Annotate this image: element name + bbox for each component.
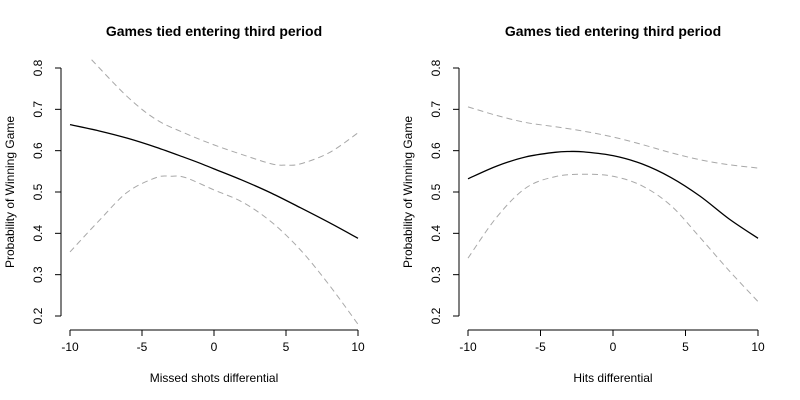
y-tick-label: 0.5	[31, 183, 45, 200]
x-tick-label: 0	[211, 340, 218, 354]
lower-ci-line	[69, 175, 359, 325]
x-axis-label: Hits differential	[573, 371, 652, 385]
y-tick-label: 0.8	[429, 59, 443, 76]
x-tick-label: -10	[61, 340, 79, 354]
chart-panel-missed-shots: Games tied entering third period Missed …	[3, 23, 365, 385]
y-tick-label: 0.4	[31, 225, 45, 242]
y-tick-label: 0.2	[31, 307, 45, 324]
y-tick-label: 0.5	[429, 183, 443, 200]
y-axis-label: Probability of Winning Game	[401, 116, 415, 268]
chart-title: Games tied entering third period	[106, 23, 322, 39]
y-tick-label: 0.6	[31, 142, 45, 159]
upper-ci-line	[467, 106, 759, 169]
y-tick-label: 0.3	[429, 266, 443, 283]
lower-ci-line	[467, 173, 759, 302]
chart-panel-hits: Games tied entering third period Hits di…	[401, 23, 765, 385]
y-tick-label: 0.7	[31, 101, 45, 118]
y-axis-label: Probability of Winning Game	[3, 116, 17, 268]
chart-title: Games tied entering third period	[505, 23, 721, 39]
x-tick-label: -5	[535, 340, 546, 354]
x-tick-label: 10	[351, 340, 365, 354]
x-tick-label: 5	[682, 340, 689, 354]
x-tick-label: 10	[751, 340, 765, 354]
fit-line	[467, 150, 759, 239]
y-tick-label: 0.3	[31, 266, 45, 283]
y-tick-label: 0.4	[429, 225, 443, 242]
y-tick-label: 0.7	[429, 101, 443, 118]
x-tick-label: 0	[610, 340, 617, 354]
y-tick-label: 0.8	[31, 59, 45, 76]
y-tick-label: 0.6	[429, 142, 443, 159]
x-axis-label: Missed shots differential	[150, 371, 279, 385]
fit-line	[69, 123, 359, 239]
x-tick-label: -5	[137, 340, 148, 354]
x-tick-label: 5	[283, 340, 290, 354]
x-tick-label: -10	[459, 340, 477, 354]
y-tick-label: 0.2	[429, 307, 443, 324]
upper-ci-line	[91, 59, 359, 166]
